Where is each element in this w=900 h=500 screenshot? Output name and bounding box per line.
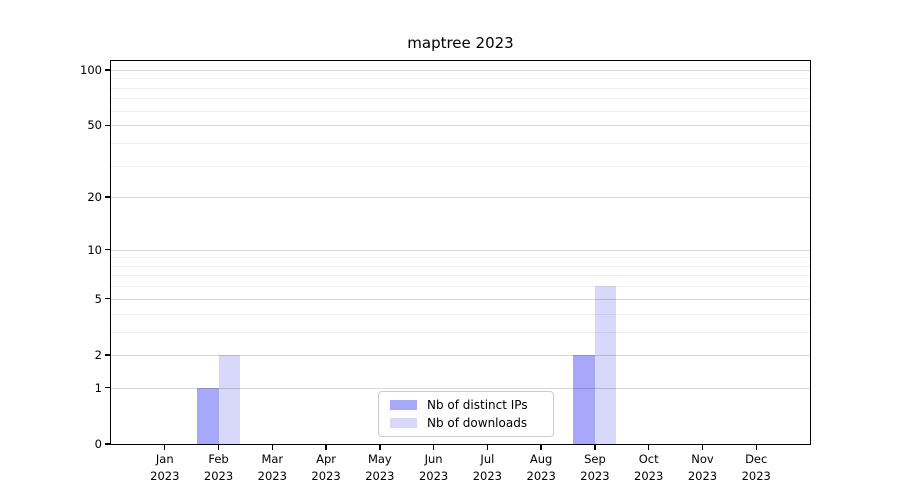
x-tick-label-may: May 2023	[365, 452, 395, 483]
x-tick-label-jul: Jul 2023	[472, 452, 503, 483]
x-tick-mark-dec	[755, 445, 757, 450]
y-tick-mark-50	[105, 124, 110, 126]
x-tick-label-nov: Nov 2023	[687, 452, 718, 483]
x-tick-label-mar: Mar 2023	[257, 452, 287, 483]
x-tick-label-sep: Sep 2023	[580, 452, 610, 483]
legend-swatch-distinct-ips	[390, 400, 417, 410]
y-tick-label-10: 10	[87, 242, 102, 257]
gridline-major-50	[111, 125, 810, 127]
x-tick-label-dec: Dec 2023	[741, 452, 771, 483]
y-tick-label-20: 20	[87, 190, 102, 205]
gridline-minor-7	[111, 275, 810, 277]
y-tick-mark-2	[105, 354, 110, 356]
gridline-minor-80	[111, 87, 810, 89]
y-tick-label-1: 1	[94, 380, 102, 395]
bar-nb-of-distinct-ips-feb	[197, 387, 219, 444]
y-tick-label-0: 0	[94, 437, 102, 451]
x-tick-mark-apr	[325, 445, 327, 450]
y-tick-mark-1	[105, 387, 110, 389]
y-tick-label-5: 5	[94, 291, 102, 306]
y-tick-mark-20	[105, 196, 110, 198]
x-tick-mark-jan	[164, 445, 166, 450]
x-tick-label-apr: Apr 2023	[311, 452, 341, 483]
x-tick-mark-oct	[647, 445, 650, 450]
gridline-major-10	[111, 249, 810, 251]
gridline-minor-9	[111, 257, 810, 259]
x-tick-mark-jul	[486, 445, 489, 450]
chart-title: maptree 2023	[407, 34, 514, 52]
x-tick-mark-may	[379, 445, 381, 450]
x-tick-mark-mar	[271, 445, 273, 450]
x-tick-mark-nov	[701, 445, 704, 450]
grid-layer	[111, 61, 810, 444]
gridline-minor-4	[111, 313, 810, 315]
y-tick-mark-100	[105, 69, 110, 71]
gridline-minor-70	[111, 98, 810, 100]
x-tick-mark-aug	[540, 445, 542, 450]
x-tick-label-jun: Jun 2023	[418, 452, 449, 483]
x-tick-label-oct: Oct 2023	[634, 452, 664, 483]
bar-nb-of-downloads-sep	[594, 286, 617, 444]
gridline-minor-30	[111, 165, 810, 167]
legend-label-downloads: Nb of downloads	[427, 416, 528, 430]
legend-label-distinct-ips: Nb of distinct IPs	[427, 398, 528, 412]
gridline-major-100	[111, 69, 810, 71]
gridline-minor-40	[111, 142, 810, 144]
x-tick-label-aug: Aug 2023	[526, 452, 556, 483]
x-tick-label-jan: Jan 2023	[150, 452, 180, 483]
gridline-major-1	[111, 387, 810, 389]
y-tick-mark-0	[105, 443, 110, 445]
gridline-major-2	[111, 354, 810, 356]
legend-item-downloads: Nb of downloads	[390, 415, 543, 431]
x-tick-mark-feb	[217, 445, 220, 450]
gridline-major-5	[111, 298, 810, 300]
gridline-minor-60	[111, 110, 810, 112]
gridline-minor-6	[111, 286, 810, 288]
y-tick-mark-10	[105, 248, 110, 251]
bars-layer	[111, 61, 810, 444]
x-tick-mark-jun	[432, 445, 435, 450]
legend-swatch-downloads	[390, 418, 417, 428]
gridline-major-20	[111, 197, 810, 199]
gridline-minor-90	[111, 78, 810, 80]
legend: Nb of distinct IPs Nb of downloads	[378, 391, 554, 437]
y-tick-label-100: 100	[80, 62, 102, 77]
gridline-minor-8	[111, 265, 810, 267]
y-tick-mark-5	[105, 298, 110, 300]
legend-item-distinct-ips: Nb of distinct IPs	[390, 397, 543, 413]
x-tick-mark-sep	[594, 445, 596, 450]
y-tick-label-2: 2	[94, 347, 102, 362]
x-tick-label-feb: Feb 2023	[203, 452, 234, 483]
bar-nb-of-downloads-feb	[218, 354, 241, 444]
y-tick-label-50: 50	[87, 118, 102, 133]
bar-nb-of-distinct-ips-sep	[573, 354, 595, 444]
gridline-minor-3	[111, 331, 810, 333]
